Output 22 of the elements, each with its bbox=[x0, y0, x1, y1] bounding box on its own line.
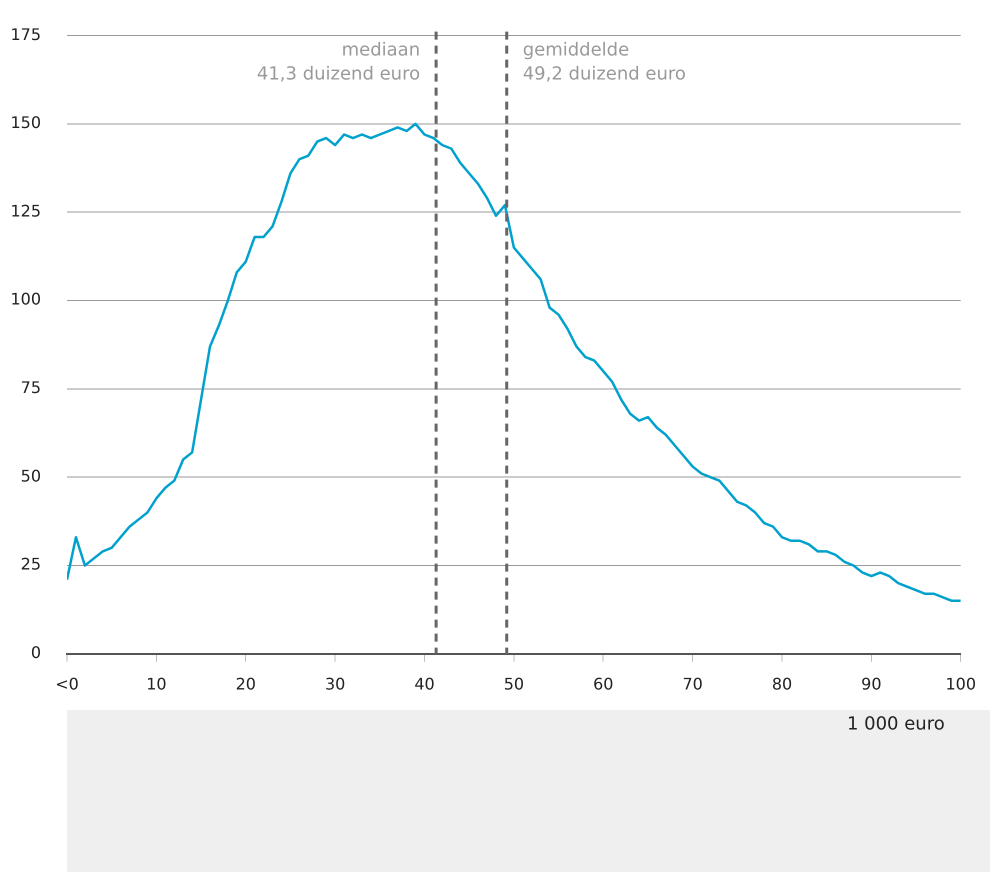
ref-line-label: mediaan 41,3 duizend euro bbox=[256, 39, 420, 84]
x-tick-label: 10 bbox=[146, 674, 167, 694]
x-tick-label: 90 bbox=[861, 674, 882, 694]
x-tick-label: 30 bbox=[324, 674, 346, 694]
x-axis-title: 1 000 euro bbox=[846, 713, 945, 734]
x-tick-label: <0 bbox=[55, 674, 79, 694]
x-tick-label: 60 bbox=[593, 674, 614, 694]
x-tick-label: 20 bbox=[236, 674, 256, 694]
y-tick-label: 0 bbox=[30, 642, 41, 662]
x-tick-label: 100 bbox=[945, 674, 976, 694]
y-tick-label: 150 bbox=[10, 113, 41, 132]
y-tick-label: 25 bbox=[20, 554, 41, 574]
x-tick-label: 50 bbox=[504, 674, 524, 694]
y-tick-label: 50 bbox=[20, 466, 41, 486]
y-tick-label: 100 bbox=[10, 290, 41, 309]
y-tick-label: 75 bbox=[20, 378, 41, 398]
x-tick-label: 40 bbox=[414, 674, 435, 694]
y-tick-label: 175 bbox=[10, 24, 41, 44]
y-tick-label: 125 bbox=[10, 201, 41, 220]
ref-line-label: gemiddelde 49,2 duizend euro bbox=[522, 39, 686, 84]
x-tick-label: 80 bbox=[772, 674, 792, 694]
x-tick-label: 70 bbox=[682, 674, 703, 694]
